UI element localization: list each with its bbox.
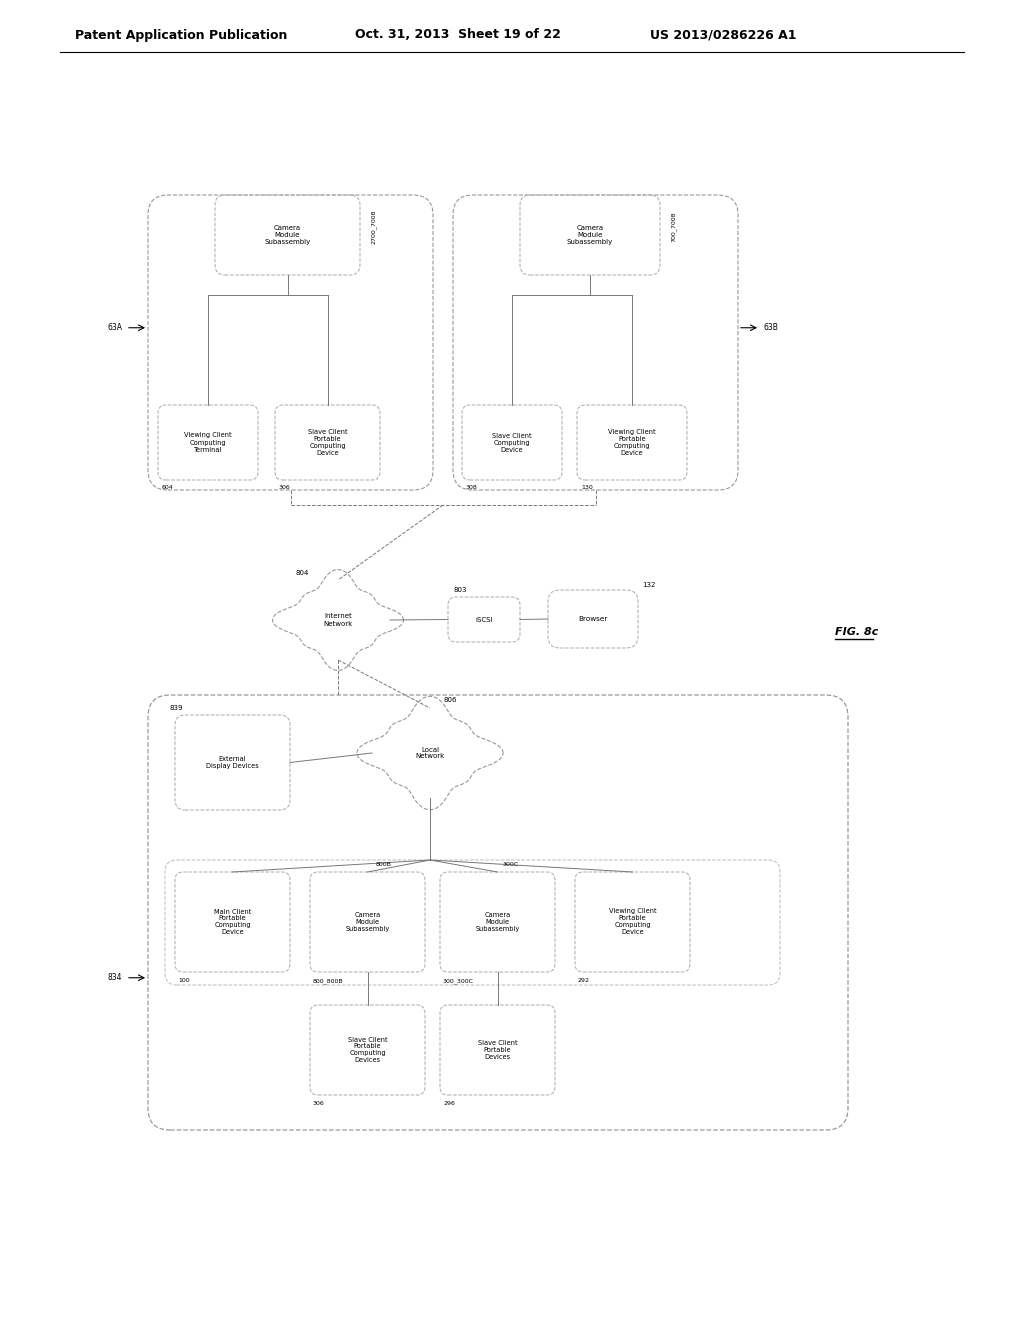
Text: 300C: 300C [503,862,518,867]
Text: 604: 604 [162,484,174,490]
Text: 700_7008: 700_7008 [671,211,677,243]
Text: Slave Client
Computing
Device: Slave Client Computing Device [493,433,531,453]
Text: 63A: 63A [106,323,122,333]
Text: Patent Application Publication: Patent Application Publication [75,29,288,41]
Text: Viewing Client
Portable
Computing
Device: Viewing Client Portable Computing Device [608,908,656,936]
Text: Browser: Browser [579,616,607,622]
Text: 834: 834 [108,973,122,982]
Text: US 2013/0286226 A1: US 2013/0286226 A1 [650,29,797,41]
Text: External
Display Devices: External Display Devices [206,756,259,770]
Text: 308: 308 [466,484,478,490]
Text: Oct. 31, 2013  Sheet 19 of 22: Oct. 31, 2013 Sheet 19 of 22 [355,29,561,41]
Text: 300_300C: 300_300C [443,978,474,983]
Text: Slave Client
Portable
Computing
Device: Slave Client Portable Computing Device [307,429,347,455]
Text: Camera
Module
Subassembly: Camera Module Subassembly [264,224,310,246]
Text: 132: 132 [642,582,655,587]
Text: 306: 306 [279,484,291,490]
Text: Camera
Module
Subassembly: Camera Module Subassembly [567,224,613,246]
Text: 292: 292 [578,978,590,983]
Text: FIG. 8c: FIG. 8c [835,627,879,638]
Text: 839: 839 [170,705,183,711]
Text: 63B: 63B [764,323,779,333]
Text: 806: 806 [444,697,458,704]
Text: Camera
Module
Subassembly: Camera Module Subassembly [475,912,519,932]
Text: Internet
Network: Internet Network [324,614,352,627]
Text: 803: 803 [453,587,467,593]
Text: 100: 100 [178,978,189,983]
Text: Slave Client
Portable
Computing
Devices: Slave Client Portable Computing Devices [348,1036,387,1064]
Text: 804: 804 [296,570,309,576]
Text: 800_800B: 800_800B [313,978,344,983]
Text: 296: 296 [443,1101,455,1106]
Text: Main Client
Portable
Computing
Device: Main Client Portable Computing Device [214,908,251,936]
Text: Slave Client
Portable
Devices: Slave Client Portable Devices [477,1040,517,1060]
Text: Viewing Client
Portable
Computing
Device: Viewing Client Portable Computing Device [608,429,655,455]
Text: Local
Network: Local Network [416,747,444,759]
Text: 2700_7008: 2700_7008 [371,210,377,244]
Text: 306: 306 [313,1101,325,1106]
Text: Viewing Client
Computing
Terminal: Viewing Client Computing Terminal [184,433,231,453]
Text: 130: 130 [581,484,593,490]
Text: 800B: 800B [376,862,391,867]
Text: iSCSI: iSCSI [475,616,493,623]
Text: Camera
Module
Subassembly: Camera Module Subassembly [345,912,389,932]
